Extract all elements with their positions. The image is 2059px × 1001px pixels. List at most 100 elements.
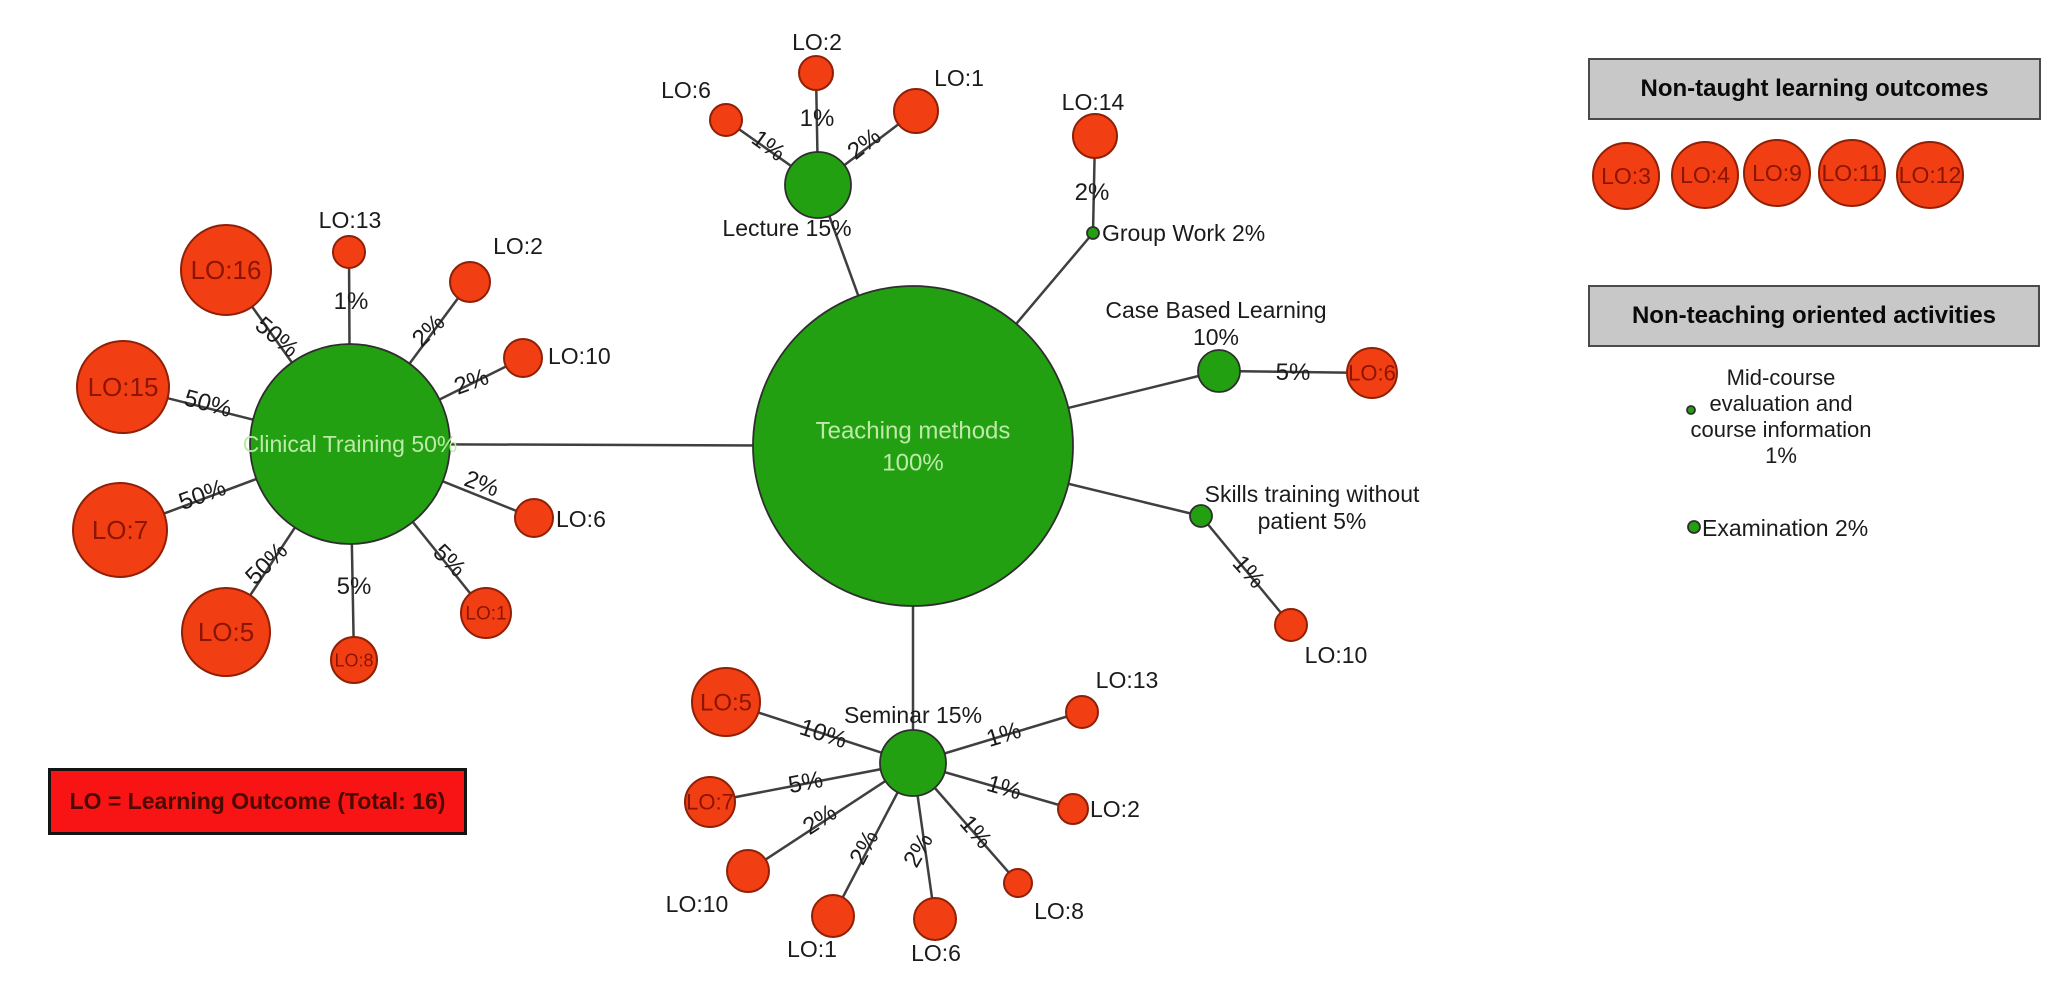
- node-m-lo1-label: LO:1: [787, 936, 837, 962]
- node-c-lo5-label: LO:5: [198, 617, 254, 647]
- node-clinical-circle: [249, 343, 451, 545]
- node-c-lo13-circle: [332, 235, 366, 269]
- edge-clinical-c-lo6-label: 2%: [461, 465, 503, 502]
- node-b-lo6-circle: [1346, 347, 1398, 399]
- edge-seminar-m-lo2-label: 1%: [984, 770, 1025, 806]
- node-c-lo10-label: LO:10: [548, 343, 611, 369]
- node-m-lo8-circle: [1003, 868, 1033, 898]
- node-groupwork-circle: [1086, 226, 1100, 240]
- node-c-lo6-circle: [514, 498, 554, 538]
- edge-clinical-c-lo15-label: 50%: [181, 384, 234, 423]
- node-c-lo8-circle: [330, 636, 378, 684]
- node-l-lo1-label: LO:1: [934, 65, 984, 91]
- node-seminar-circle: [879, 729, 947, 797]
- edge-clinical-c-lo8-label: 5%: [337, 573, 372, 600]
- edge-clinical-c-lo13-label: 1%: [334, 288, 369, 315]
- node-c-lo2-label: LO:2: [493, 233, 543, 259]
- edge-clinical-c-lo7-label: 50%: [175, 474, 229, 516]
- node-nt-lo3-circle: [1592, 142, 1660, 210]
- node-nt-lo9-circle: [1743, 139, 1811, 207]
- edge-g-lo14-groupwork-label: 2%: [1075, 179, 1110, 206]
- node-clinical-label: Clinical Training 50%: [243, 431, 458, 457]
- node-m-lo13-label: LO:13: [1096, 667, 1159, 693]
- node-midcourse-circle: [1686, 405, 1696, 415]
- node-g-lo14-label: LO:14: [1062, 89, 1125, 115]
- node-nt-lo12-circle: [1896, 141, 1964, 209]
- node-nt-lo4-label: LO:4: [1680, 162, 1730, 188]
- node-c-lo8-label: LO:8: [334, 650, 373, 670]
- panel-non-teaching-title: Non-teaching oriented activities: [1631, 302, 1997, 329]
- edge-seminar-m-lo13-label: 1%: [983, 717, 1024, 753]
- node-nt-lo12-label: LO:12: [1899, 162, 1962, 188]
- node-m-lo5-label: LO:5: [700, 689, 752, 716]
- node-m-lo2-circle: [1057, 793, 1089, 825]
- node-l-lo2-label: LO:2: [792, 29, 842, 55]
- edge-seminar-m-lo7-label: 5%: [786, 766, 825, 799]
- node-skills-label: Skills training without patient 5%: [1205, 481, 1420, 534]
- node-c-lo16-label: LO:16: [191, 255, 262, 285]
- panel-non-teaching-oriented-activities: Non-teaching oriented activities: [1588, 285, 2040, 347]
- node-m-lo13-circle: [1065, 695, 1099, 729]
- node-l-lo2-circle: [798, 55, 834, 91]
- node-l-lo1-circle: [893, 88, 939, 134]
- node-m-lo10-label: LO:10: [666, 891, 729, 917]
- node-groupwork-label: Group Work 2%: [1102, 220, 1265, 246]
- edge-clinical-c-lo10-label: 2%: [451, 363, 493, 400]
- node-m-lo2-label: LO:2: [1090, 796, 1140, 822]
- node-c-lo1-circle: [460, 587, 512, 639]
- edge-lecture-l-lo1-label: 2%: [842, 123, 886, 166]
- edge-skills-s-lo10: [1200, 515, 1292, 626]
- node-s-lo10-label: LO:10: [1305, 642, 1368, 668]
- node-m-lo7-circle: [684, 776, 736, 828]
- node-c-lo1-label: LO:1: [465, 604, 506, 625]
- node-c-lo7-label: LO:7: [92, 515, 148, 545]
- node-nt-lo11-label: LO:11: [1822, 160, 1883, 186]
- panel-non-taught-title: Non-taught learning outcomes: [1640, 75, 1989, 102]
- edge-seminar-m-lo5-label: 10%: [796, 714, 850, 755]
- legend-label: LO = Learning Outcome (Total: 16): [69, 788, 446, 814]
- node-b-lo6-label: LO:6: [1348, 361, 1396, 386]
- node-c-lo16-circle: [180, 224, 272, 316]
- legend-box: LO = Learning Outcome (Total: 16): [48, 768, 467, 835]
- edge-seminar-m-lo1-label: 2%: [844, 826, 884, 869]
- node-g-lo14-circle: [1072, 113, 1118, 159]
- node-m-lo6-label: LO:6: [911, 940, 961, 966]
- node-lecture-circle: [784, 151, 852, 219]
- node-nt-lo4-circle: [1671, 141, 1739, 209]
- node-c-lo2-circle: [449, 261, 491, 303]
- node-examination-circle: [1687, 520, 1701, 534]
- node-l-lo6-label: LO:6: [661, 77, 711, 103]
- edge-seminar-m-lo7: [709, 761, 914, 804]
- node-c-lo7-circle: [72, 482, 168, 578]
- node-c-lo10-circle: [503, 338, 543, 378]
- node-c-lo5-circle: [181, 587, 271, 677]
- node-lecture-label: Lecture 15%: [722, 215, 851, 241]
- node-m-lo6-circle: [913, 897, 957, 941]
- panel-non-taught-learning-outcomes: Non-taught learning outcomes: [1588, 58, 2041, 120]
- node-examination-label: Examination 2%: [1702, 515, 1868, 541]
- node-nt-lo11-circle: [1818, 139, 1886, 207]
- node-nt-lo9-label: LO:9: [1752, 160, 1802, 186]
- node-m-lo7-label: LO:7: [686, 790, 734, 815]
- node-cbl-label: Case Based Learning 10%: [1105, 297, 1326, 350]
- node-m-lo5-circle: [691, 667, 761, 737]
- node-m-lo8-label: LO:8: [1034, 898, 1084, 924]
- node-midcourse-label: Mid-course evaluation and course informati…: [1691, 365, 1872, 468]
- node-nt-lo3-label: LO:3: [1601, 163, 1651, 189]
- node-l-lo6-circle: [709, 103, 743, 137]
- edge-clinical-c-lo16-label: 50%: [250, 311, 304, 363]
- node-c-lo15-circle: [76, 340, 170, 434]
- node-skills-circle: [1189, 504, 1213, 528]
- edge-seminar-m-lo6-label: 2%: [898, 828, 939, 872]
- node-c-lo6-label: LO:6: [556, 506, 606, 532]
- edge-lecture-l-lo2-label: 1%: [800, 105, 835, 132]
- node-teaching-circle: [752, 285, 1074, 607]
- edge-cbl-b-lo6-label: 5%: [1276, 359, 1311, 386]
- edge-clinical-c-lo5-label: 50%: [240, 537, 293, 590]
- edge-clinical-c-lo1-label: 5%: [427, 539, 471, 583]
- node-cbl-circle: [1197, 349, 1241, 393]
- node-seminar-label: Seminar 15%: [844, 702, 982, 728]
- node-m-lo10-circle: [726, 849, 770, 893]
